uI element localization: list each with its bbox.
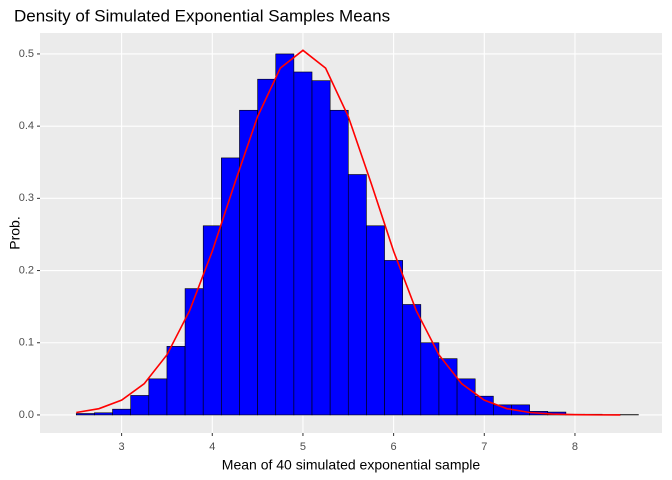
- density-curve: [76, 49, 621, 416]
- bar: [402, 304, 422, 416]
- y-tick-label: 0.1: [19, 337, 34, 349]
- x-tick-label: 6: [391, 441, 397, 453]
- x-tick-label: 7: [481, 441, 487, 453]
- bar: [293, 71, 313, 416]
- bar: [239, 109, 258, 416]
- x-tick-label: 8: [572, 441, 578, 453]
- y-tick-label: 0.4: [19, 120, 34, 132]
- bar: [148, 378, 168, 416]
- bar: [166, 346, 186, 416]
- bar: [384, 260, 403, 416]
- y-axis-label: Prob.: [7, 216, 23, 249]
- bar: [420, 342, 440, 416]
- bar: [311, 80, 331, 416]
- bar: [329, 109, 349, 416]
- bar: [184, 288, 204, 416]
- y-tick-label: 0.2: [19, 264, 34, 276]
- bar: [257, 78, 277, 416]
- bar: [112, 408, 131, 416]
- x-tick-label: 4: [209, 441, 215, 453]
- y-tick-label: 0.3: [19, 192, 34, 204]
- x-tick-label: 5: [300, 441, 306, 453]
- bar: [130, 395, 150, 416]
- bar: [94, 412, 113, 416]
- bar: [347, 174, 367, 416]
- bar: [474, 395, 494, 416]
- chart-title: Density of Simulated Exponential Samples…: [14, 6, 390, 25]
- bar: [75, 413, 95, 416]
- x-tick-label: 3: [119, 441, 125, 453]
- y-tick-label: 0.5: [19, 48, 34, 60]
- bar: [202, 225, 222, 416]
- y-tick-label: 0.0: [19, 409, 34, 421]
- bar: [456, 378, 476, 416]
- x-axis-label: Mean of 40 simulated exponential sample: [222, 457, 481, 473]
- bar: [275, 53, 295, 416]
- bar: [366, 225, 385, 416]
